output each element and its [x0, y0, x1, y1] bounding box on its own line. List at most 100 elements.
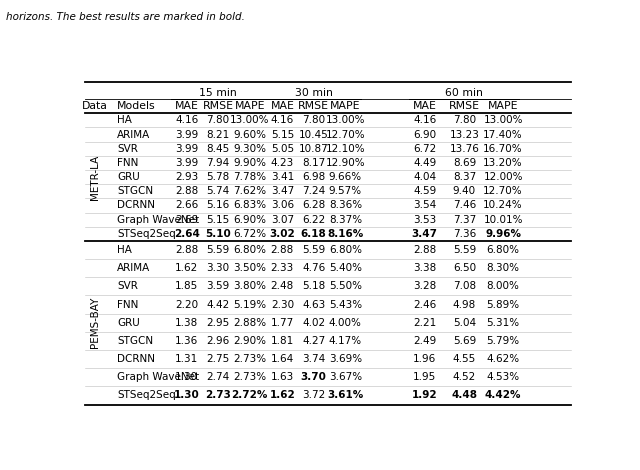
Text: 3.99: 3.99 [175, 144, 198, 154]
Text: 2.75: 2.75 [206, 354, 230, 364]
Text: 5.74: 5.74 [206, 186, 230, 196]
Text: DCRNN: DCRNN [117, 354, 155, 364]
Text: 7.80: 7.80 [302, 115, 325, 125]
Text: 7.78%: 7.78% [233, 172, 266, 182]
Text: 6.72%: 6.72% [233, 229, 266, 239]
Text: 10.87: 10.87 [299, 144, 328, 154]
Text: Graph WaveNet: Graph WaveNet [117, 372, 199, 382]
Text: 4.55: 4.55 [452, 354, 476, 364]
Text: 2.64: 2.64 [173, 229, 200, 239]
Text: 10.45: 10.45 [299, 130, 328, 140]
Text: 6.50: 6.50 [453, 263, 476, 273]
Text: 9.40: 9.40 [453, 186, 476, 196]
Text: 3.50%: 3.50% [233, 263, 266, 273]
Text: 3.70: 3.70 [301, 372, 326, 382]
Text: STGCN: STGCN [117, 186, 154, 196]
Text: 3.47: 3.47 [412, 229, 438, 239]
Text: 6.72: 6.72 [413, 144, 436, 154]
Text: 5.50%: 5.50% [329, 282, 362, 291]
Text: 3.74: 3.74 [302, 354, 325, 364]
Text: 16.70%: 16.70% [483, 144, 523, 154]
Text: 6.90%: 6.90% [233, 215, 266, 225]
Text: RMSE: RMSE [298, 102, 329, 111]
Text: HA: HA [117, 115, 132, 125]
Text: 13.00%: 13.00% [230, 115, 269, 125]
Text: 2.66: 2.66 [175, 201, 198, 211]
Text: 4.42%: 4.42% [485, 391, 522, 400]
Text: STSeq2Seq: STSeq2Seq [117, 391, 176, 400]
Text: 2.20: 2.20 [175, 299, 198, 310]
Text: 13.00%: 13.00% [483, 115, 523, 125]
Text: 9.30%: 9.30% [233, 144, 266, 154]
Text: MAE: MAE [271, 102, 294, 111]
Text: 5.40%: 5.40% [329, 263, 362, 273]
Text: 5.79%: 5.79% [486, 336, 520, 346]
Text: ARIMA: ARIMA [117, 263, 150, 273]
Text: 1.64: 1.64 [271, 354, 294, 364]
Text: 7.80: 7.80 [206, 115, 230, 125]
Text: 4.49: 4.49 [413, 158, 436, 168]
Text: 4.52: 4.52 [452, 372, 476, 382]
Text: 4.59: 4.59 [413, 186, 436, 196]
Text: 6.80%: 6.80% [486, 245, 520, 255]
Text: 2.49: 2.49 [413, 336, 436, 346]
Text: 1.63: 1.63 [271, 372, 294, 382]
Text: 5.69: 5.69 [452, 336, 476, 346]
Text: FNN: FNN [117, 158, 139, 168]
Text: 5.59: 5.59 [302, 245, 325, 255]
Text: 2.88: 2.88 [175, 245, 198, 255]
Text: 3.99: 3.99 [175, 130, 198, 140]
Text: 3.54: 3.54 [413, 201, 436, 211]
Text: 8.45: 8.45 [206, 144, 230, 154]
Text: 7.46: 7.46 [452, 201, 476, 211]
Text: 8.21: 8.21 [206, 130, 230, 140]
Text: MAPE: MAPE [488, 102, 518, 111]
Text: 13.76: 13.76 [449, 144, 479, 154]
Text: 8.30%: 8.30% [486, 263, 520, 273]
Text: 1.38: 1.38 [175, 318, 198, 328]
Text: 1.62: 1.62 [175, 263, 198, 273]
Text: 6.98: 6.98 [302, 172, 325, 182]
Text: 8.00%: 8.00% [486, 282, 520, 291]
Text: 2.93: 2.93 [175, 172, 198, 182]
Text: 5.59: 5.59 [452, 245, 476, 255]
Text: 8.16%: 8.16% [327, 229, 364, 239]
Text: 3.59: 3.59 [206, 282, 230, 291]
Text: 1.96: 1.96 [413, 354, 436, 364]
Text: 1.81: 1.81 [271, 336, 294, 346]
Text: DCRNN: DCRNN [117, 201, 155, 211]
Text: 3.06: 3.06 [271, 201, 294, 211]
Text: 5.78: 5.78 [206, 172, 230, 182]
Text: 2.30: 2.30 [271, 299, 294, 310]
Text: horizons. The best results are marked in bold.: horizons. The best results are marked in… [6, 12, 245, 22]
Text: 5.18: 5.18 [302, 282, 325, 291]
Text: 1.62: 1.62 [269, 391, 295, 400]
Text: 3.72: 3.72 [302, 391, 325, 400]
Text: 12.70%: 12.70% [483, 186, 523, 196]
Text: Data: Data [82, 102, 108, 111]
Text: 7.62%: 7.62% [233, 186, 266, 196]
Text: 4.62%: 4.62% [486, 354, 520, 364]
Text: 7.37: 7.37 [452, 215, 476, 225]
Text: METR-LA: METR-LA [90, 155, 100, 200]
Text: 10.01%: 10.01% [483, 215, 523, 225]
Text: 4.27: 4.27 [302, 336, 325, 346]
Text: 4.53%: 4.53% [486, 372, 520, 382]
Text: 3.80%: 3.80% [233, 282, 266, 291]
Text: 2.88: 2.88 [413, 245, 436, 255]
Text: 8.69: 8.69 [452, 158, 476, 168]
Text: 2.33: 2.33 [271, 263, 294, 273]
Text: 5.31%: 5.31% [486, 318, 520, 328]
Text: STGCN: STGCN [117, 336, 154, 346]
Text: 2.90%: 2.90% [233, 336, 266, 346]
Text: 2.88: 2.88 [271, 245, 294, 255]
Text: ARIMA: ARIMA [117, 130, 150, 140]
Text: 4.17%: 4.17% [329, 336, 362, 346]
Text: 4.63: 4.63 [302, 299, 325, 310]
Text: 2.88%: 2.88% [233, 318, 266, 328]
Text: 5.05: 5.05 [271, 144, 294, 154]
Text: 9.60%: 9.60% [233, 130, 266, 140]
Text: Graph WaveNet: Graph WaveNet [117, 215, 199, 225]
Text: 1.30: 1.30 [175, 372, 198, 382]
Text: MAE: MAE [413, 102, 436, 111]
